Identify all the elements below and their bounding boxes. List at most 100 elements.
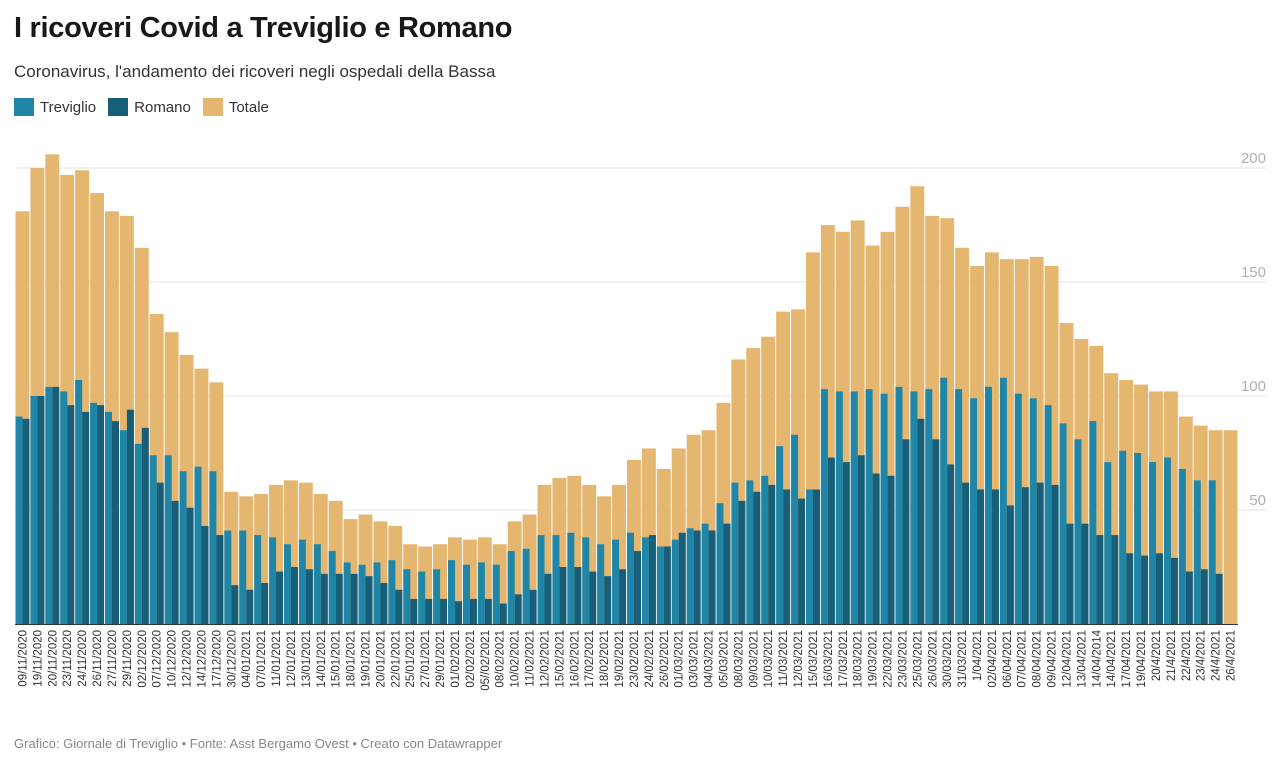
bar-treviglio-58 xyxy=(880,393,888,624)
bar-romano-31 xyxy=(484,598,492,624)
bar-romano-60 xyxy=(917,418,925,624)
x-tick-label-7: 29/11/2020 xyxy=(122,630,134,687)
bar-romano-7 xyxy=(126,409,134,624)
y-tick-label-50: 50 xyxy=(1249,492,1266,509)
bar-treviglio-54 xyxy=(820,389,828,624)
x-tick-label-54: 16/03/2021 xyxy=(823,630,835,688)
bar-treviglio-76 xyxy=(1149,462,1157,624)
bar-treviglio-62 xyxy=(940,377,948,624)
bar-treviglio-35 xyxy=(537,535,545,624)
x-tick-label-67: 07/04/2021 xyxy=(1017,630,1029,688)
bar-romano-22 xyxy=(350,573,358,624)
legend-item-totale: Totale xyxy=(202,98,269,116)
x-tick-label-42: 24/02/2021 xyxy=(644,630,656,688)
x-tick-label-69: 09/04/2021 xyxy=(1047,630,1059,688)
bar-chart: 50 100 150 200 09/11/2020 19/11/2020 20/11/202… xyxy=(15,150,1266,691)
x-tick-label-64: 1/04/2021 xyxy=(972,630,984,681)
bar-treviglio-60 xyxy=(910,391,918,624)
bar-treviglio-0 xyxy=(15,416,23,624)
bar-treviglio-38 xyxy=(582,537,590,624)
y-tick-label-200: 200 xyxy=(1241,150,1266,167)
x-tick-label-75: 19/04/2021 xyxy=(1136,630,1148,688)
legend: Treviglio Romano Totale xyxy=(14,98,269,116)
bar-romano-20 xyxy=(320,573,328,624)
bar-treviglio-5 xyxy=(90,402,98,624)
x-tick-label-3: 23/11/2020 xyxy=(62,630,74,687)
bar-treviglio-9 xyxy=(149,455,157,624)
bar-treviglio-56 xyxy=(850,391,858,624)
bar-romano-55 xyxy=(842,462,850,624)
bar-treviglio-44 xyxy=(671,539,679,624)
x-tick-label-0: 09/11/2020 xyxy=(17,630,29,687)
bar-romano-33 xyxy=(514,594,522,624)
bar-treviglio-51 xyxy=(776,446,784,624)
x-tick-label-17: 11/01/2021 xyxy=(271,630,283,687)
x-tick-label-19: 13/01/2021 xyxy=(301,630,313,688)
bar-romano-15 xyxy=(246,589,254,624)
x-tick-label-5: 26/11/2020 xyxy=(92,630,104,687)
bar-treviglio-29 xyxy=(448,560,456,624)
x-tick-label-61: 26/03/2021 xyxy=(927,630,939,688)
bar-romano-29 xyxy=(455,601,463,624)
bar-romano-52 xyxy=(798,498,806,624)
bar-romano-78 xyxy=(1185,571,1193,624)
bar-romano-56 xyxy=(857,455,865,624)
bar-romano-32 xyxy=(499,603,507,624)
x-tick-label-57: 19/03/2021 xyxy=(868,630,880,688)
bar-romano-41 xyxy=(634,551,642,624)
bar-romano-61 xyxy=(932,439,940,624)
x-tick-label-4: 24/11/2020 xyxy=(77,630,89,687)
x-tick-label-13: 17/12/2020 xyxy=(211,630,223,688)
bar-treviglio-26 xyxy=(403,569,411,624)
bar-romano-62 xyxy=(947,464,955,624)
x-tick-label-59: 23/03/2021 xyxy=(897,630,909,688)
bar-treviglio-41 xyxy=(627,532,635,624)
bar-treviglio-70 xyxy=(1059,423,1067,624)
bar-romano-46 xyxy=(708,530,716,624)
x-tick-label-8: 02/12/2020 xyxy=(137,630,149,688)
bar-treviglio-68 xyxy=(1029,398,1037,624)
bar-romano-35 xyxy=(544,573,552,624)
x-tick-label-50: 10/03/2021 xyxy=(763,630,775,688)
bar-treviglio-32 xyxy=(492,564,500,624)
bar-treviglio-57 xyxy=(865,389,873,624)
bar-romano-25 xyxy=(395,589,403,624)
x-tick-label-23: 19/01/2021 xyxy=(360,630,372,688)
bar-treviglio-46 xyxy=(701,523,709,624)
bar-romano-67 xyxy=(1021,487,1029,624)
x-tick-label-2: 20/11/2020 xyxy=(47,630,59,687)
bar-romano-42 xyxy=(648,535,656,624)
legend-label-treviglio: Treviglio xyxy=(40,98,97,116)
x-tick-label-27: 27/01/2021 xyxy=(420,630,432,688)
bar-treviglio-47 xyxy=(716,503,724,624)
bar-romano-75 xyxy=(1141,555,1149,624)
x-tick-label-66: 06/04/2021 xyxy=(1002,630,1014,688)
x-tick-label-21: 15/01/2021 xyxy=(331,630,343,688)
bar-treviglio-65 xyxy=(984,386,992,624)
bar-romano-13 xyxy=(216,535,224,624)
x-tick-label-29: 01/02/2021 xyxy=(450,630,462,688)
bar-treviglio-13 xyxy=(209,471,217,624)
x-tick-label-11: 12/12/2020 xyxy=(182,630,194,688)
x-tick-label-40: 19/02/2021 xyxy=(614,630,626,688)
x-tick-label-76: 20/4/2021 xyxy=(1151,630,1163,681)
bar-romano-9 xyxy=(156,482,164,624)
x-tick-label-51: 11/03/2021 xyxy=(778,630,790,687)
x-tick-label-15: 04/01/2021 xyxy=(241,630,253,688)
bar-romano-34 xyxy=(529,589,537,624)
bar-romano-0 xyxy=(22,418,30,624)
x-tick-label-25: 22/01/2021 xyxy=(390,630,402,688)
bar-romano-37 xyxy=(574,567,582,624)
bar-treviglio-19 xyxy=(298,539,306,624)
bar-treviglio-22 xyxy=(343,562,351,624)
bar-treviglio-66 xyxy=(999,377,1007,624)
legend-label-totale: Totale xyxy=(228,98,269,116)
bar-treviglio-50 xyxy=(761,475,769,624)
bar-romano-51 xyxy=(783,489,791,624)
bar-romano-47 xyxy=(723,523,731,624)
bar-totale-81 xyxy=(1223,430,1238,624)
x-tick-label-35: 12/02/2021 xyxy=(539,630,551,688)
bar-treviglio-61 xyxy=(925,389,933,624)
bar-treviglio-7 xyxy=(119,430,127,624)
bar-treviglio-2 xyxy=(45,386,53,624)
